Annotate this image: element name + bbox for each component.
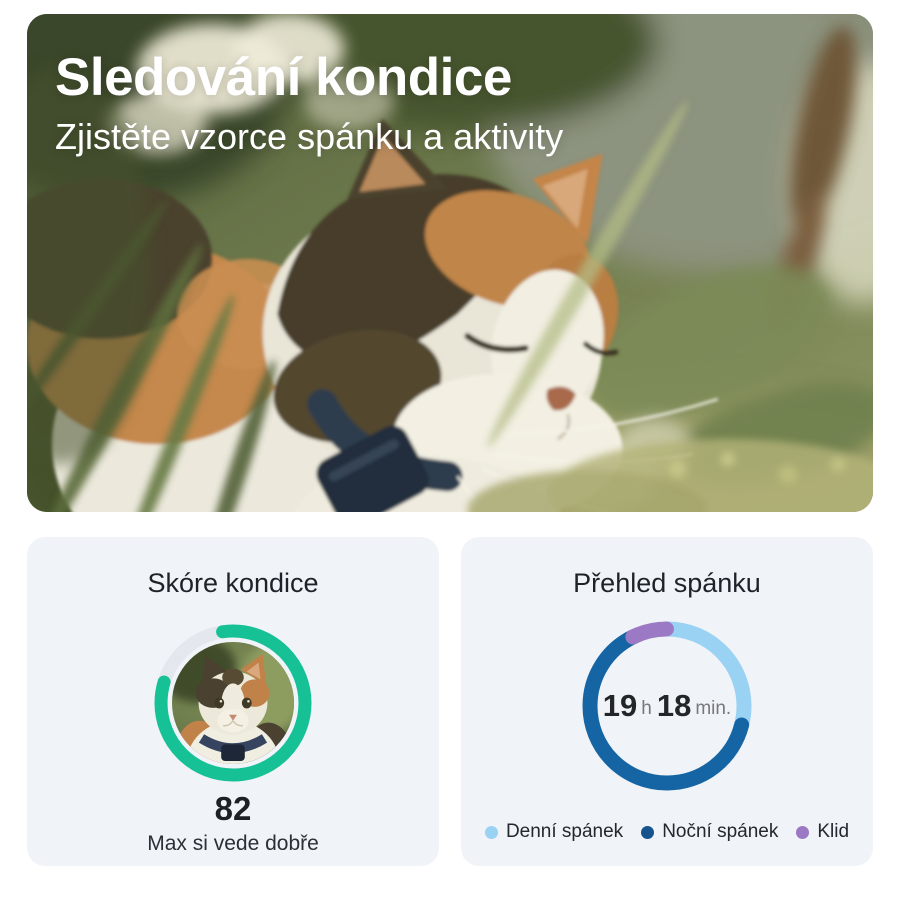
sleep-donut-chart: 19 h 18 min. (582, 621, 752, 791)
legend-item-rest: Klid (796, 821, 849, 843)
legend-dot-rest (796, 825, 810, 839)
legend-dot-day (484, 825, 498, 839)
legend-dot-night (641, 825, 655, 839)
legend-label-day: Denní spánek (505, 821, 624, 843)
avatar-tracker (221, 744, 245, 762)
sleep-overview-card[interactable]: Přehled spánku 19 h 18 min. Denní spán (461, 537, 873, 866)
gps-tracker-device (316, 425, 429, 512)
sleep-legend: Denní spánek Noční spánek Klid (484, 821, 849, 843)
hero-title: Sledování kondice (55, 48, 512, 107)
fitness-score-card[interactable]: Skóre kondice (27, 537, 439, 866)
legend-label-rest: Klid (817, 821, 850, 843)
legend-item-day: Denní spánek (484, 821, 624, 843)
cards-row: Skóre kondice (27, 537, 873, 866)
ring-progress (154, 624, 312, 782)
fitness-card-title: Skóre kondice (147, 568, 319, 598)
fitness-score-ring (153, 623, 313, 783)
hero-subtitle: Zjistěte vzorce spánku a aktivity (55, 116, 564, 158)
sleep-hours-unit: h (641, 698, 652, 720)
pet-avatar (172, 642, 294, 765)
donut-segment-rest (582, 621, 752, 791)
hero-text-overlay: Sledování kondice Zjistěte vzorce spánku… (55, 48, 563, 159)
fitness-score-caption: Max si vede dobře (147, 831, 319, 855)
hero-banner: Sledování kondice Zjistěte vzorce spánku… (27, 14, 873, 512)
sleep-minutes-unit: min. (695, 698, 732, 720)
sleep-card-title: Přehled spánku (573, 568, 761, 598)
legend-item-night: Noční spánek (641, 821, 778, 843)
donut-segment-night (582, 621, 752, 791)
sleep-minutes: 18 (656, 688, 692, 724)
hero-cat-photo (27, 14, 873, 512)
sleep-hours: 19 (602, 688, 638, 724)
sleep-duration: 19 h 18 min. (582, 621, 752, 791)
fitness-score-value: 82 (214, 790, 252, 828)
legend-label-night: Noční spánek (662, 821, 779, 843)
